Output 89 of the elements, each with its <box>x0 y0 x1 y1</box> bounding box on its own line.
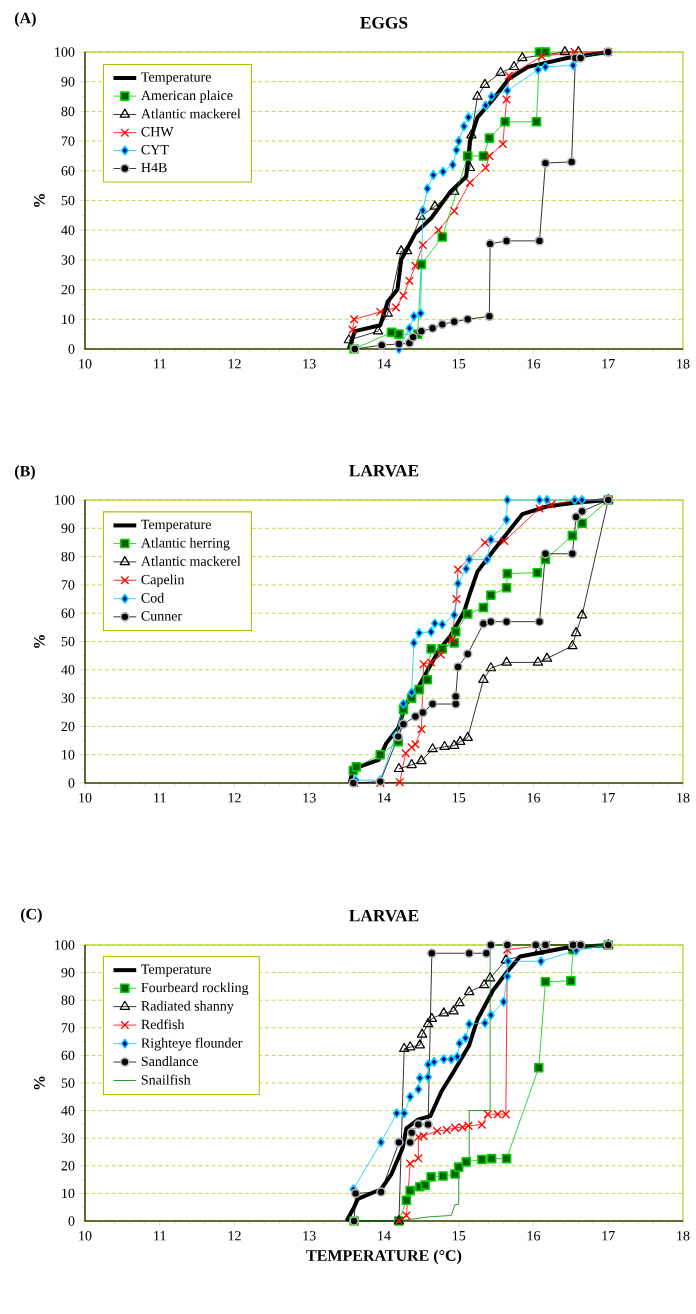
y-tick-label: 0 <box>68 1216 75 1226</box>
y-tick-label: 0 <box>68 344 75 354</box>
y-tick-label: 0 <box>68 778 75 788</box>
x-tick-label: 18 <box>677 793 690 803</box>
y-tick-label: 10 <box>62 1188 75 1199</box>
y-tick-label: 30 <box>61 255 75 265</box>
y-tick-label: 20 <box>61 1161 75 1171</box>
x-tick-label: 14 <box>378 359 391 369</box>
legend-label: Atlantic mackerel <box>141 108 241 119</box>
legend-label: Atlantic herring <box>141 537 230 551</box>
legend-label: H4B <box>141 162 167 173</box>
legend-label: Redfish <box>141 1019 185 1030</box>
y-tick-label: 70 <box>61 1023 75 1033</box>
x-tick-label: 18 <box>677 1231 690 1241</box>
chart-title: LARVAE <box>349 909 419 922</box>
x-tick-label: 17 <box>602 793 615 803</box>
legend-label: American plaice <box>141 90 233 103</box>
legend-label: Temperature <box>141 519 211 532</box>
y-tick-label: 60 <box>61 166 75 176</box>
x-tick-label: 12 <box>228 1231 241 1241</box>
text: (A) <box>15 12 36 27</box>
x-tick-label: 10 <box>79 359 92 369</box>
legend-label: Cod <box>141 592 165 603</box>
y-tick-label: 90 <box>61 967 75 978</box>
x-tick-label: 15 <box>452 1231 466 1241</box>
x-tick-label: 11 <box>154 359 166 369</box>
y-tick-label: 50 <box>61 195 75 206</box>
x-tick-label: 11 <box>154 793 166 803</box>
y-tick-label: 20 <box>61 284 75 295</box>
x-axis-title: TEMPERATURE (°C) <box>306 1249 462 1265</box>
x-tick-label: 17 <box>602 359 615 369</box>
y-tick-label: 50 <box>61 636 75 647</box>
y-tick-label: 90 <box>61 76 75 87</box>
y-tick-label: 30 <box>61 693 75 703</box>
text: (B) <box>15 465 35 480</box>
y-tick-label: 50 <box>61 1078 75 1088</box>
legend-label: Fourbeard rockling <box>141 982 249 996</box>
x-tick-label: 16 <box>527 793 541 803</box>
legend-label: Cunner <box>141 611 182 621</box>
x-tick-label: 15 <box>452 359 466 369</box>
y-tick-label: 70 <box>61 136 75 146</box>
legend-label: Radiated shanny <box>141 1000 234 1014</box>
chart-title: LARVAE <box>349 464 419 477</box>
text: (C) <box>20 908 42 923</box>
y-axis-title: % <box>33 1076 45 1090</box>
x-tick-label: 13 <box>303 1231 316 1241</box>
y-tick-label: 100 <box>55 940 75 950</box>
y-tick-label: 10 <box>62 314 75 325</box>
y-tick-label: 60 <box>61 1050 75 1061</box>
y-tick-label: 40 <box>61 225 75 235</box>
legend-label: Temperature <box>141 964 211 977</box>
x-tick-label: 16 <box>527 1231 541 1241</box>
y-tick-label: 80 <box>61 551 75 562</box>
x-tick-label: 11 <box>154 1231 166 1241</box>
x-tick-label: 14 <box>378 1231 391 1241</box>
y-tick-label: 10 <box>62 749 75 760</box>
x-tick-label: 14 <box>378 793 391 803</box>
y-tick-label: 70 <box>61 580 75 590</box>
legend-label: CHW <box>141 127 174 137</box>
x-tick-label: 18 <box>677 359 690 369</box>
legend-label: Atlantic mackerel <box>141 556 241 566</box>
x-tick-label: 12 <box>228 793 241 803</box>
y-tick-label: 60 <box>61 608 75 618</box>
y-tick-label: 30 <box>61 1133 75 1143</box>
y-axis-title: % <box>33 635 45 648</box>
y-axis-title: % <box>33 194 45 207</box>
chart-title: EGGS <box>360 16 408 29</box>
y-tick-label: 100 <box>55 495 75 505</box>
legend-label: CYT <box>141 144 169 155</box>
y-tick-label: 40 <box>61 665 75 675</box>
x-tick-label: 16 <box>527 359 541 369</box>
x-tick-label: 12 <box>228 359 241 369</box>
y-tick-label: 20 <box>61 721 75 732</box>
legend-label: Sandlance <box>141 1056 198 1067</box>
y-tick-label: 100 <box>55 47 75 57</box>
x-tick-label: 13 <box>303 359 316 369</box>
legend-label: Capelin <box>141 574 185 588</box>
y-tick-label: 40 <box>61 1105 75 1116</box>
legend-label: Righteye flounder <box>141 1037 243 1051</box>
y-tick-label: 80 <box>61 106 75 117</box>
x-tick-label: 15 <box>452 793 466 803</box>
x-tick-label: 13 <box>303 793 316 803</box>
legend-label: Temperature <box>141 72 211 85</box>
x-tick-label: 17 <box>602 1231 615 1241</box>
legend-label: Snailfish <box>141 1074 191 1085</box>
x-tick-label: 10 <box>79 793 92 803</box>
y-tick-label: 90 <box>61 523 75 534</box>
y-tick-label: 80 <box>61 995 75 1005</box>
x-tick-label: 10 <box>79 1231 92 1241</box>
